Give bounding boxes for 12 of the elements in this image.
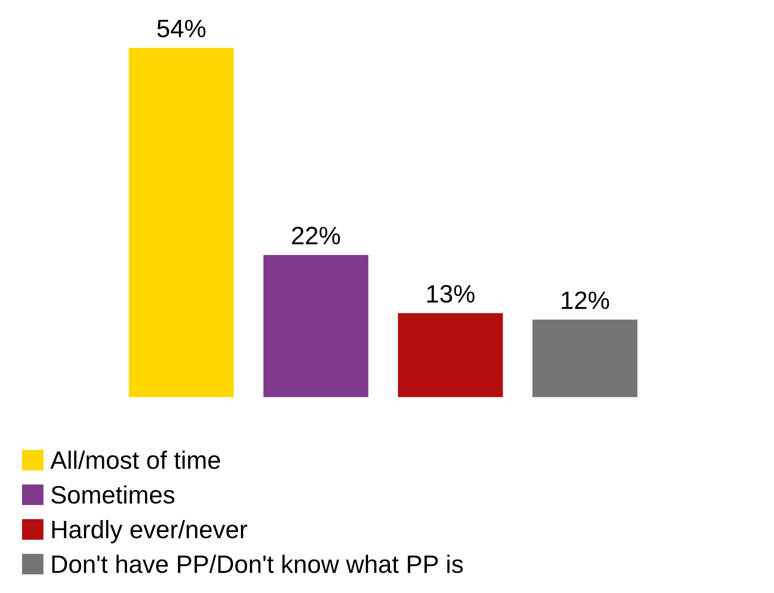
bar (532, 320, 638, 398)
data-label: 22% (292, 226, 340, 244)
data-label: 13% (427, 284, 475, 303)
data-label: 12% (562, 291, 610, 310)
bar (128, 48, 234, 398)
legend-label: Sometimes (51, 485, 174, 504)
bar (398, 313, 503, 398)
data-label: 54% (157, 20, 206, 38)
legend-label: Hardly ever/never (52, 520, 248, 544)
bar (263, 254, 368, 398)
legend-label: All/most of time (50, 450, 220, 469)
legend-label: Don't have PP/Don't know what PP is (52, 554, 463, 574)
